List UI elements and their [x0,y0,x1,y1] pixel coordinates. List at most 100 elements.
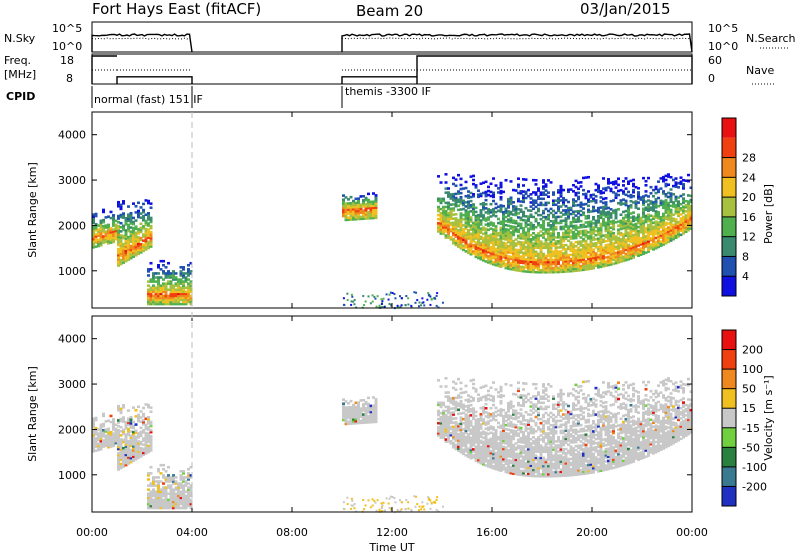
power-echo-cell [462,224,465,227]
power-echo-cell [487,236,490,240]
velocity-echo-cell [467,418,470,422]
power-echo-cell [614,247,618,251]
velocity-echo-cell [457,437,460,440]
power-echo-cell [689,227,693,230]
power-echo-cell [549,234,553,237]
velocity-echo-cell [129,424,133,427]
power-echo-cell [617,257,620,260]
velocity-echo-cell [344,422,348,426]
velocity-echo-cell [104,442,108,446]
velocity-echo-cell [469,409,473,413]
velocity-echo-cell [487,442,490,446]
power-echo-cell [418,301,421,304]
power-echo-cell [169,280,173,283]
power-echo-cell [597,229,600,232]
velocity-echo-cell [509,406,513,410]
velocity-echo-cell [112,418,115,421]
power-echo-cell [564,211,568,214]
power-echo-cell [509,198,513,202]
velocity-echo-cell [507,453,510,456]
velocity-echo-cell [487,461,490,464]
power-echo-cell [374,196,378,199]
power-echo-cell [627,253,630,257]
power-echo-cell [129,218,133,221]
noise-sky-line [341,33,693,53]
velocity-echo-cell [172,476,175,479]
power-echo-cell [617,183,620,187]
power-echo-cell [609,242,613,246]
velocity-echo-cell [439,385,443,388]
power-echo-cell [604,229,608,233]
power-echo-cell [454,200,458,204]
power-echo-cell [659,220,663,223]
power-echo-cell [572,247,575,250]
power-echo-cell [547,224,550,227]
power-echo-cell [144,227,148,231]
power-echo-cell [444,187,448,190]
power-echo-cell [99,225,103,229]
power-echo-cell [94,222,98,226]
velocity-echo-cell [182,492,185,496]
power-echo-cell [172,290,175,294]
power-echo-cell [554,219,558,223]
power-echo-cell [624,246,628,250]
power-echo-cell [572,198,575,201]
power-echo-cell [542,191,545,194]
power-echo-cell [582,262,585,265]
power-echo-cell [109,210,113,214]
velocity-echo-cell [514,454,518,458]
power-echo-cell [604,225,608,229]
power-echo-cell [119,262,123,266]
power-echo-cell [504,230,508,233]
power-echo-cell [607,235,610,238]
power-echo-cell [594,209,598,212]
power-echo-cell [582,250,585,253]
velocity-echo-cell [367,419,370,422]
power-echo-cell [499,251,503,254]
power-echo-cell [627,223,630,226]
power-echo-cell [569,235,573,238]
power-echo-cell [344,212,348,216]
power-echo-cell [527,239,530,243]
power-echo-cell [559,266,563,270]
power-echo-cell [129,250,133,254]
power-echo-cell [647,217,650,221]
power-echo-cell [599,253,603,256]
power-echo-cell [657,180,660,183]
power-echo-cell [572,243,575,246]
power-echo-cell [539,193,543,196]
power-echo-cell [567,270,570,273]
power-echo-cell [459,247,463,250]
velocity-echo-cell [459,416,463,419]
power-echo-cell [144,219,148,223]
freq-left-tick-bottom: 8 [66,72,73,85]
power-echo-cell [527,268,530,271]
power-echo-cell [542,228,545,231]
power-echo-cell [604,207,608,210]
power-echo-cell [398,295,401,298]
velocity-echo-cell [154,492,158,496]
power-echo-cell [454,239,458,243]
velocity-echo-cell [459,432,463,436]
velocity-echo-cell [97,428,100,431]
velocity-echo-cell [512,472,515,475]
power-echo-cell [154,302,158,306]
power-echo-cell [407,297,410,300]
power-echo-cell [574,265,578,268]
power-echo-cell [112,240,115,244]
power-echo-cell [369,216,373,220]
power-echo-cell [619,254,623,257]
power-echo-cell [582,244,585,247]
power-echo-cell [672,227,675,231]
power-echo-cell [604,205,608,208]
power-echo-cell [437,228,440,231]
power-echo-cell [347,216,350,219]
power-echo-cell [459,216,463,219]
power-echo-cell [517,265,520,268]
velocity-echo-cell [184,482,188,485]
power-echo-cell [449,238,453,241]
power-echo-cell [97,228,100,231]
power-echo-cell [459,200,463,203]
power-echo-cell [164,292,168,296]
velocity-echo-cell [364,400,368,404]
